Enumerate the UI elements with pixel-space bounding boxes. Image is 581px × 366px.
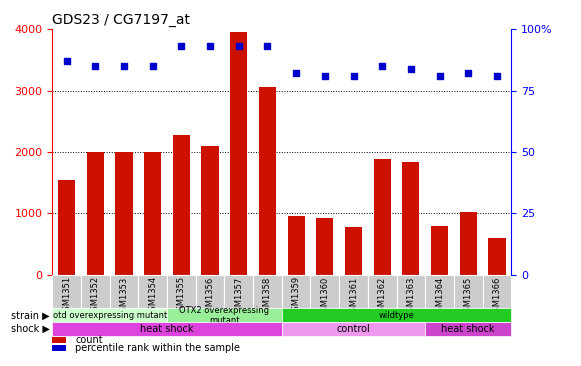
Bar [431, 225, 448, 274]
Text: GSM1365: GSM1365 [464, 276, 473, 317]
Point [492, 73, 501, 79]
Point [206, 44, 215, 49]
Text: percentile rank within the sample: percentile rank within the sample [76, 343, 240, 353]
Text: GSM1363: GSM1363 [406, 276, 415, 317]
Point [320, 73, 329, 79]
Bar [230, 32, 248, 274]
Bar [282, 309, 511, 322]
Text: GSM1359: GSM1359 [292, 276, 300, 317]
Bar [138, 274, 167, 309]
Bar [224, 274, 253, 309]
Point [435, 73, 444, 79]
Point [119, 63, 128, 69]
Bar [87, 152, 104, 274]
Text: GSM1356: GSM1356 [206, 276, 214, 317]
Bar [253, 274, 282, 309]
Bar [58, 180, 76, 274]
Bar [52, 337, 66, 343]
Bar [110, 274, 138, 309]
Bar [52, 345, 66, 351]
Text: GSM1360: GSM1360 [320, 276, 329, 317]
Point [263, 44, 272, 49]
Text: heat shock: heat shock [442, 324, 495, 334]
Text: GSM1351: GSM1351 [62, 276, 71, 317]
Bar [144, 152, 162, 274]
Bar [368, 274, 397, 309]
Bar [81, 274, 110, 309]
Text: GSM1357: GSM1357 [234, 276, 243, 317]
Point [378, 63, 387, 69]
Bar [460, 212, 477, 274]
Bar [282, 322, 425, 336]
Bar [167, 309, 282, 322]
Bar [374, 159, 391, 274]
Point [62, 58, 71, 64]
Text: control: control [336, 324, 370, 334]
Bar [116, 152, 132, 274]
Bar [173, 135, 190, 274]
Text: GSM1358: GSM1358 [263, 276, 272, 317]
Bar [454, 274, 483, 309]
Point [406, 66, 415, 71]
Text: GSM1353: GSM1353 [120, 276, 128, 317]
Bar [345, 227, 362, 274]
Bar [167, 274, 196, 309]
Text: GSM1352: GSM1352 [91, 276, 100, 317]
Point [464, 71, 473, 76]
Bar [202, 146, 218, 274]
Point [177, 44, 186, 49]
Bar [397, 274, 425, 309]
Text: shock ▶: shock ▶ [10, 324, 49, 334]
Text: strain ▶: strain ▶ [11, 310, 49, 320]
Point [292, 71, 301, 76]
Text: GSM1362: GSM1362 [378, 276, 387, 317]
Text: GSM1361: GSM1361 [349, 276, 358, 317]
Text: OTX2 overexpressing
mutant: OTX2 overexpressing mutant [180, 306, 270, 325]
Bar [339, 274, 368, 309]
Bar [402, 162, 419, 274]
Bar [259, 87, 276, 274]
Bar [483, 274, 511, 309]
Bar [425, 322, 511, 336]
Text: GSM1354: GSM1354 [148, 276, 157, 317]
Point [148, 63, 157, 69]
Bar [52, 274, 81, 309]
Text: GSM1364: GSM1364 [435, 276, 444, 317]
Text: GSM1355: GSM1355 [177, 276, 186, 317]
Bar [316, 218, 333, 274]
Text: otd overexpressing mutant: otd overexpressing mutant [52, 311, 167, 320]
Point [349, 73, 358, 79]
Text: count: count [76, 335, 103, 345]
Text: GDS23 / CG7197_at: GDS23 / CG7197_at [52, 13, 191, 27]
Bar [52, 309, 167, 322]
Bar [282, 274, 310, 309]
Point [234, 44, 243, 49]
Bar [196, 274, 224, 309]
Text: heat shock: heat shock [140, 324, 194, 334]
Point [91, 63, 100, 69]
Bar [310, 274, 339, 309]
Text: GSM1366: GSM1366 [493, 276, 501, 317]
Bar [52, 322, 282, 336]
Bar [425, 274, 454, 309]
Bar [288, 216, 305, 274]
Bar [488, 238, 505, 274]
Text: wildtype: wildtype [379, 311, 414, 320]
